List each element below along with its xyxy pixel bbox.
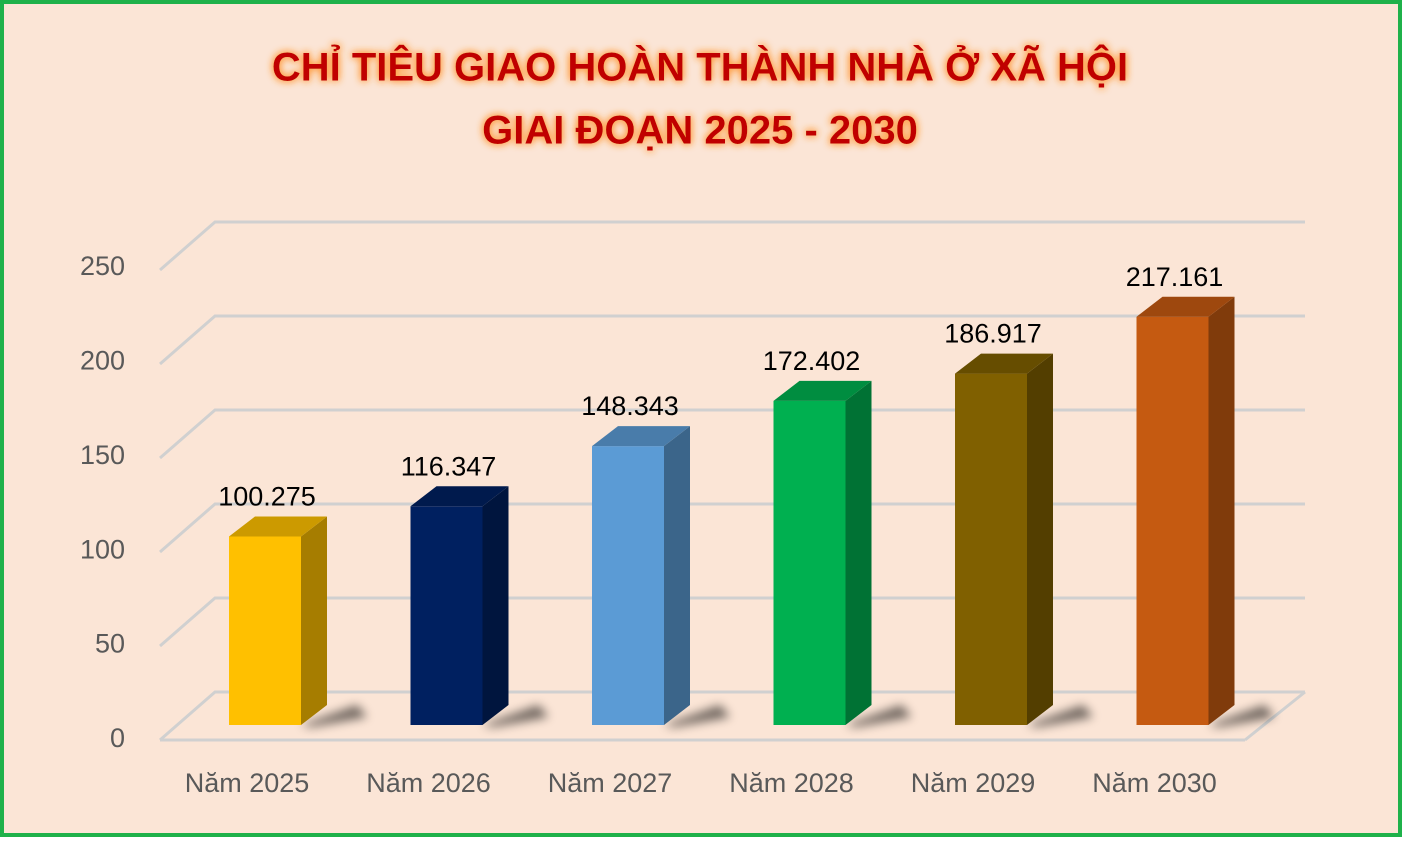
bar-shadow [1208, 705, 1275, 727]
x-tick-label: Năm 2029 [911, 768, 1036, 798]
y-tick-label: 250 [80, 251, 125, 281]
data-label: 186.917 [944, 319, 1042, 349]
grid-line [159, 408, 1305, 460]
bar [1136, 316, 1209, 725]
bar-top [773, 380, 872, 401]
bar [955, 373, 1027, 725]
y-tick-label: 50 [95, 629, 125, 659]
bar-shadow [301, 705, 367, 727]
data-label: 100.275 [218, 482, 316, 512]
x-tick-label: Năm 2026 [366, 768, 491, 798]
bar-shadow [845, 705, 912, 727]
bar-side [482, 486, 509, 725]
y-tick-label: 100 [80, 534, 125, 564]
bar-top [1136, 296, 1235, 317]
bar-side [1027, 353, 1053, 725]
bar-side [1208, 296, 1235, 725]
grid-line [159, 690, 1305, 742]
bar-top [955, 353, 1053, 374]
floor-line [1244, 690, 1306, 742]
grid-line [159, 220, 1305, 272]
data-label: 172.402 [763, 346, 861, 376]
title-group: CHỈ TIÊU GIAO HOÀN THÀNH NHÀ Ở XÃ HỘI GI… [272, 44, 1128, 153]
data-label: 217.161 [1126, 262, 1224, 292]
bar [592, 446, 664, 725]
y-tick-label: 200 [80, 346, 125, 376]
grid-line [159, 314, 1305, 366]
bar [229, 536, 301, 725]
chart-title: CHỈ TIÊU GIAO HOÀN THÀNH NHÀ Ở XÃ HỘI [272, 44, 1128, 90]
y-tick-label: 0 [110, 723, 125, 753]
y-tick-label: 150 [80, 440, 125, 470]
chart-title: GIAI ĐOẠN 2025 - 2030 [482, 109, 918, 153]
bar-top [229, 516, 327, 537]
bar-top [592, 426, 690, 447]
bar-shadow [664, 705, 730, 727]
x-tick-label: Năm 2025 [185, 768, 310, 798]
grid-line [159, 502, 1305, 554]
x-tick-label: Năm 2027 [548, 768, 673, 798]
bar-shadow [482, 705, 549, 727]
bar-side [301, 516, 327, 725]
bar-side [664, 426, 690, 725]
grid-line [159, 596, 1305, 648]
bar [410, 506, 483, 725]
data-label: 148.343 [581, 391, 679, 421]
bar-top [410, 486, 509, 507]
bar [773, 400, 846, 725]
x-tick-label: Năm 2030 [1092, 768, 1217, 798]
x-tick-label: Năm 2028 [729, 768, 854, 798]
bar-side [845, 380, 872, 725]
bar-shadow [1027, 705, 1093, 727]
data-label: 116.347 [401, 451, 497, 481]
